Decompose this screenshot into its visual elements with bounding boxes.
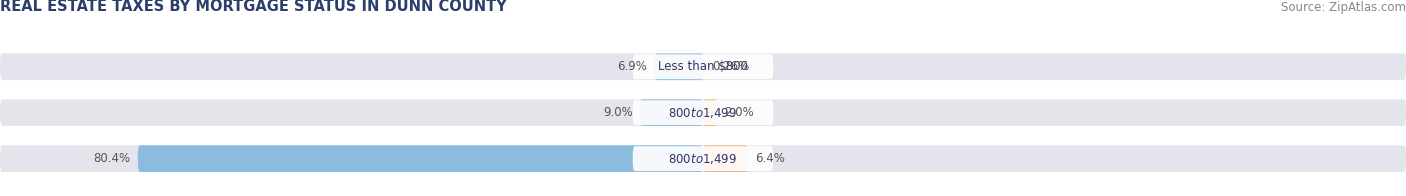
Text: 6.9%: 6.9% [617,60,647,73]
Text: 9.0%: 9.0% [603,106,633,119]
FancyBboxPatch shape [0,99,1406,126]
FancyBboxPatch shape [703,145,748,172]
FancyBboxPatch shape [0,145,1406,172]
Text: REAL ESTATE TAXES BY MORTGAGE STATUS IN DUNN COUNTY: REAL ESTATE TAXES BY MORTGAGE STATUS IN … [0,0,506,14]
Text: $800 to $1,499: $800 to $1,499 [668,106,738,120]
FancyBboxPatch shape [640,99,703,126]
FancyBboxPatch shape [0,54,1406,80]
Text: 80.4%: 80.4% [94,152,131,165]
FancyBboxPatch shape [633,54,773,79]
Text: 0.26%: 0.26% [711,60,749,73]
FancyBboxPatch shape [654,54,703,80]
Text: Source: ZipAtlas.com: Source: ZipAtlas.com [1281,1,1406,14]
Text: Less than $800: Less than $800 [658,60,748,73]
FancyBboxPatch shape [138,145,703,172]
Text: $800 to $1,499: $800 to $1,499 [668,152,738,166]
FancyBboxPatch shape [703,54,704,80]
FancyBboxPatch shape [703,99,717,126]
FancyBboxPatch shape [633,100,773,125]
Text: 2.0%: 2.0% [724,106,754,119]
FancyBboxPatch shape [633,146,773,171]
Text: 6.4%: 6.4% [755,152,785,165]
